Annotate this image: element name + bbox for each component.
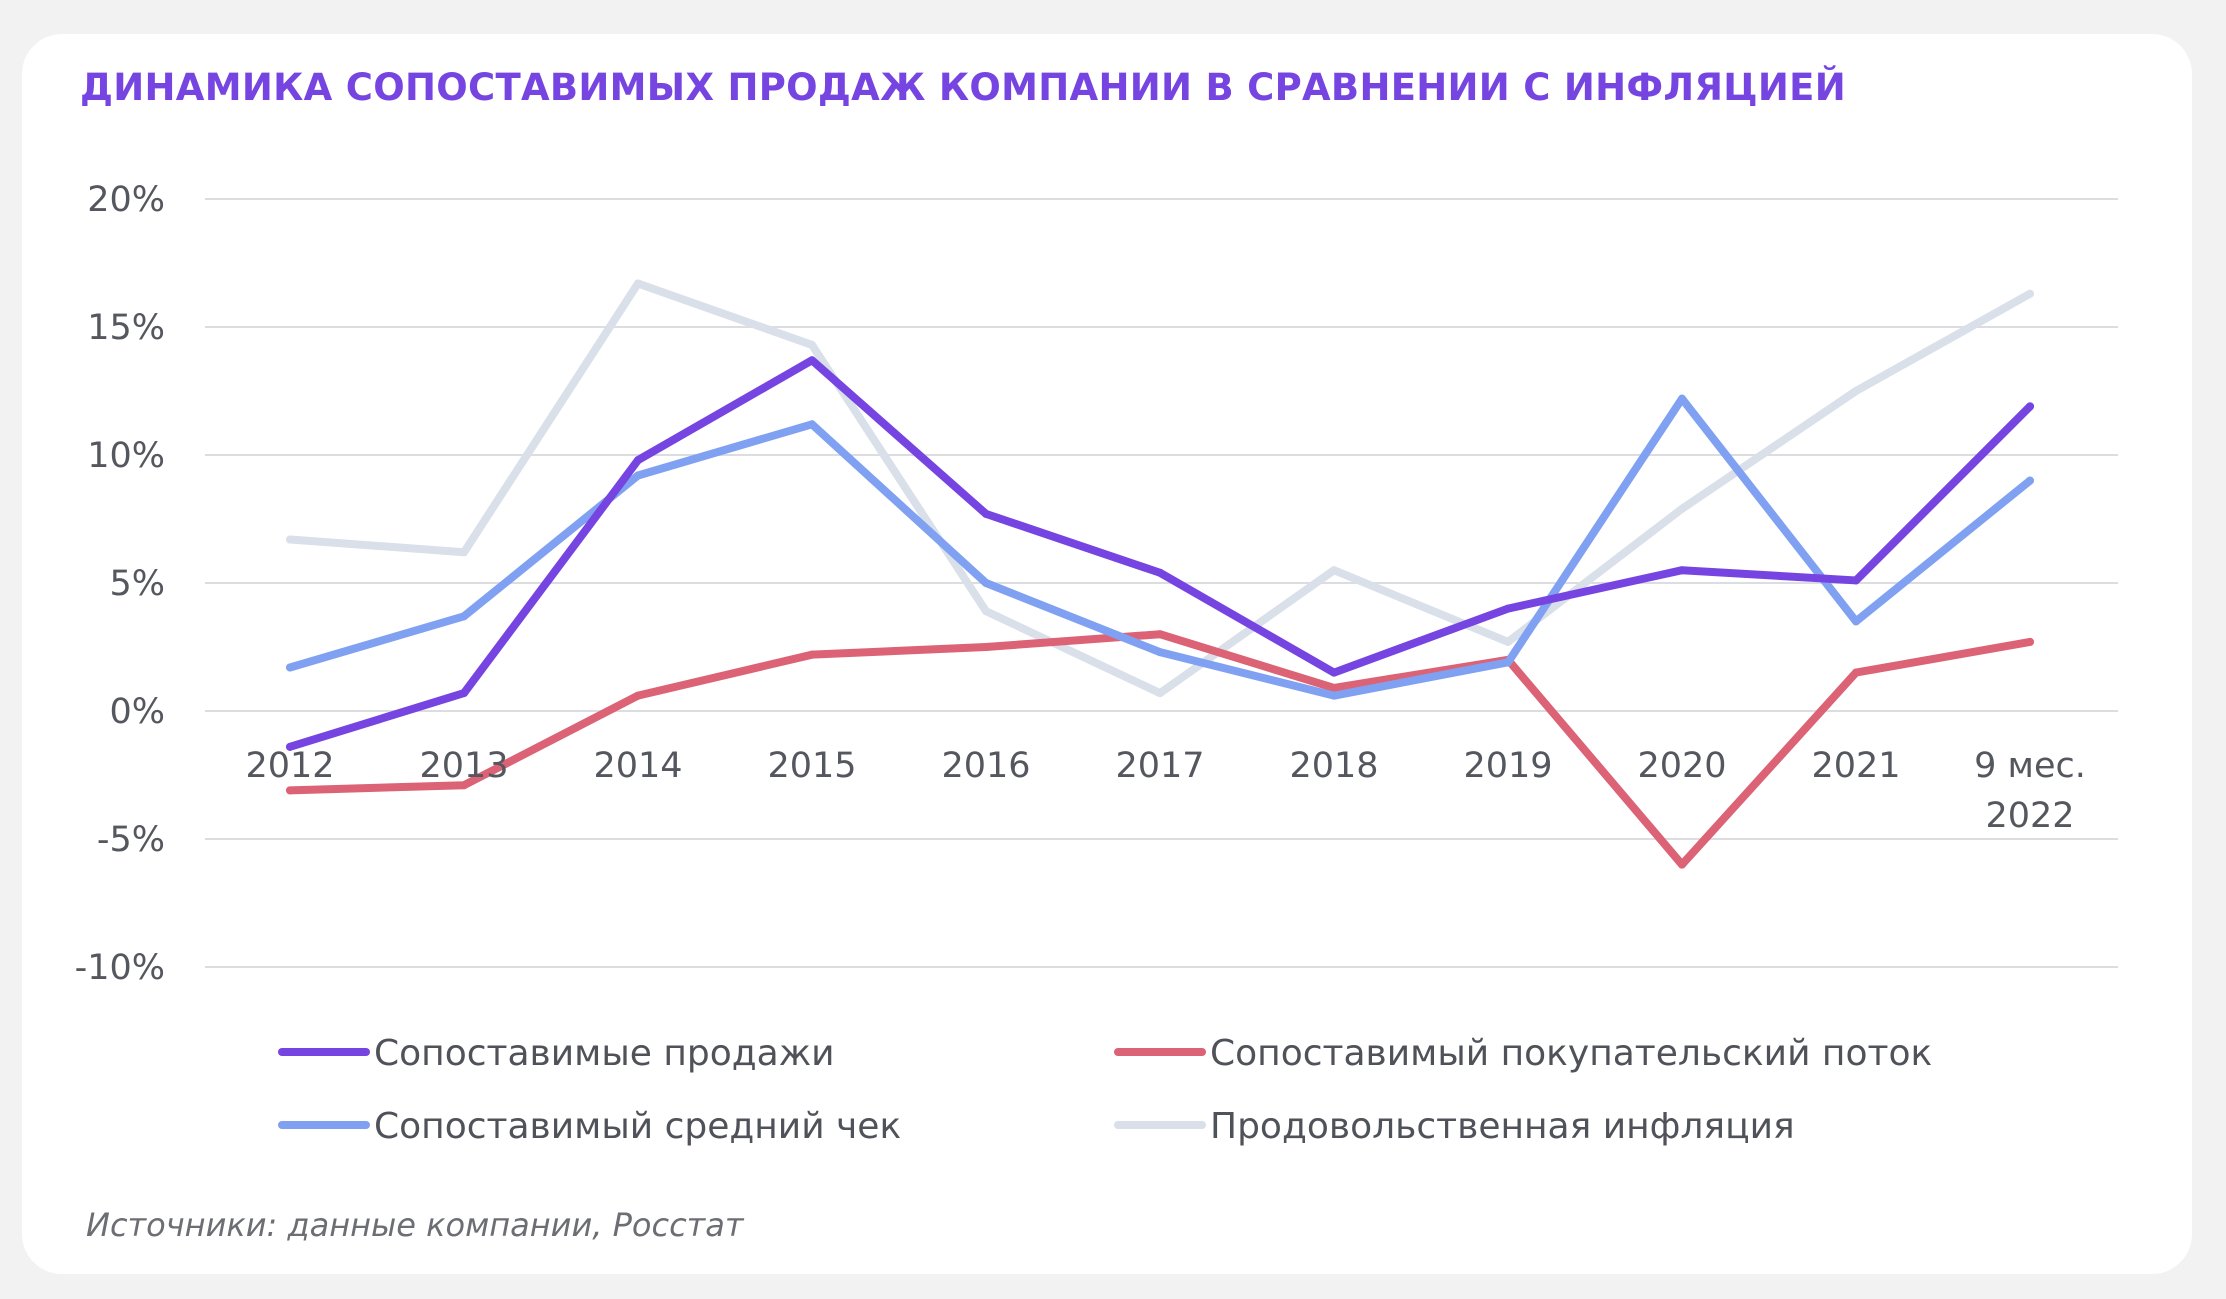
data-point-comparable-traffic [982,643,990,651]
data-point-comparable-traffic [634,691,642,700]
x-axis-ticks: 2012 2013 2014 2015 2016 2017 2018 2019 2020 2021… [245,746,2085,836]
x-tick-label: 2014 [593,746,682,786]
data-point-comparable-sales [2026,402,2034,411]
data-point-comparable-avg-check [1504,658,1512,667]
data-point-comparable-avg-check [1852,617,1860,626]
x-tick-label: 2018 [1289,746,1378,786]
y-tick-label: -5% [97,820,165,860]
data-point-food-inflation [2026,289,2034,298]
data-point-food-inflation [1678,504,1686,513]
data-point-comparable-traffic [808,650,816,659]
x-tick-label: 2019 [1463,746,1552,786]
data-point-comparable-traffic [1330,683,1338,692]
x-tick-label: 2021 [1811,746,1900,786]
series-group-main [286,356,2034,869]
chart-title: ДИНАМИКА СОПОСТАВИМЫХ ПРОДАЖ КОМПАНИИ В … [80,66,1846,109]
data-point-food-inflation [1330,566,1338,575]
legend-label-comparable-avg-check: Сопоставимый средний чек [374,1106,901,1147]
data-point-comparable-sales [1504,604,1512,613]
x-tick-label: 2016 [941,746,1030,786]
x-tick-label: 2013 [419,746,508,786]
data-point-food-inflation [460,548,468,557]
x-tick-label: 2020 [1637,746,1726,786]
y-tick-label: 0% [109,692,165,732]
data-point-comparable-traffic [460,781,468,790]
data-point-comparable-sales [1330,668,1338,677]
data-point-comparable-traffic [2026,637,2034,646]
data-point-comparable-traffic [1852,668,1860,677]
legend-label-comparable-sales: Сопоставимые продажи [374,1033,835,1074]
data-point-comparable-sales [1156,568,1164,577]
data-point-comparable-sales [808,356,816,365]
data-point-comparable-sales [460,689,468,698]
x-tick-label: 2017 [1115,746,1204,786]
y-axis-ticks: 20% 15% 10% 5% 0% -5% -10% [75,180,165,988]
legend-label-food-inflation: Продовольственная инфляция [1210,1106,1795,1147]
data-point-comparable-avg-check [1156,648,1164,657]
data-point-food-inflation [1156,689,1164,698]
data-point-comparable-avg-check [982,579,990,587]
data-point-comparable-avg-check [286,663,294,672]
data-point-comparable-avg-check [1678,394,1686,403]
data-point-comparable-sales [286,742,294,751]
data-point-food-inflation [982,607,990,616]
legend-label-comparable-traffic: Сопоставимый покупательский поток [1210,1033,1932,1074]
y-tick-label: -10% [75,948,165,988]
data-point-comparable-avg-check [634,471,642,480]
data-point-comparable-avg-check [2026,476,2034,485]
x-tick-label: 2012 [245,746,334,786]
y-tick-label: 20% [87,180,165,220]
legend: Сопоставимые продажи Сопоставимый покупат… [278,1033,1932,1147]
data-point-comparable-avg-check [460,612,468,621]
y-tick-label: 5% [109,564,165,604]
data-point-food-inflation [1504,637,1512,646]
x-tick-label: 9 мес. 2022 [1974,746,2086,836]
data-point-comparable-sales [1852,576,1860,585]
data-point-comparable-traffic [286,786,294,795]
data-point-food-inflation [634,279,642,288]
chart-card [22,34,2192,1274]
data-point-comparable-avg-check [808,420,816,429]
data-point-food-inflation [286,535,294,544]
y-tick-label: 10% [87,436,165,476]
data-point-comparable-avg-check [1330,691,1338,700]
source-note: Источники: данные компании, Росстат [86,1206,744,1244]
data-point-comparable-traffic [1156,630,1164,639]
data-point-comparable-sales [634,456,642,465]
y-tick-label: 15% [87,308,165,348]
data-point-comparable-sales [1678,566,1686,575]
data-point-food-inflation [1852,387,1860,395]
data-point-comparable-sales [982,509,990,518]
data-point-comparable-traffic [1678,860,1686,869]
grid-lines [205,198,2118,968]
data-point-food-inflation [808,340,816,349]
x-tick-label: 2015 [767,746,856,786]
